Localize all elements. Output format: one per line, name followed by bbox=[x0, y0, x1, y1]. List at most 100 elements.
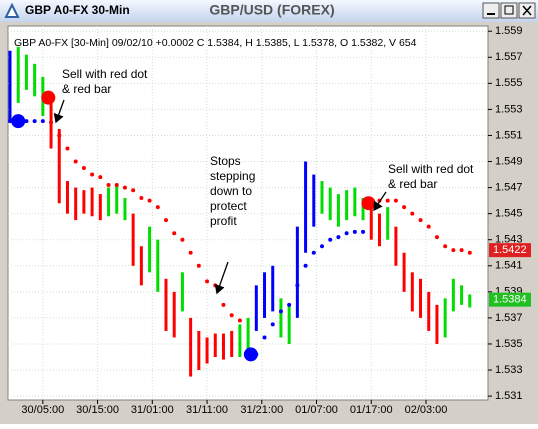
price-tag bbox=[489, 243, 531, 258]
y-tick-label: 1.533 bbox=[495, 364, 523, 376]
y-tick-label: 1.557 bbox=[495, 51, 523, 63]
stop-dot bbox=[122, 185, 127, 190]
stop-dot bbox=[147, 198, 152, 203]
annotation: Sell with red dot & red bar bbox=[53, 67, 148, 124]
window-title: GBP A0-FX 30-Min bbox=[25, 3, 130, 17]
annotation-arrow bbox=[373, 191, 387, 212]
stop-dot bbox=[443, 244, 448, 249]
stop-dot bbox=[393, 198, 398, 203]
stop-dot bbox=[262, 335, 267, 340]
signal-dot bbox=[41, 90, 56, 105]
annotation: Stops stepping down to protect profit bbox=[210, 154, 255, 295]
minimize-button[interactable] bbox=[482, 2, 500, 19]
stop-dot bbox=[426, 224, 431, 229]
maximize-icon bbox=[504, 5, 514, 15]
stop-dot bbox=[361, 229, 366, 234]
y-tick-label: 1.551 bbox=[495, 129, 523, 141]
stop-dot bbox=[352, 229, 357, 234]
stop-dot bbox=[114, 182, 119, 187]
signal-dot bbox=[243, 347, 258, 362]
annotation-text: Sell with red dot bbox=[388, 162, 474, 176]
stop-dot bbox=[65, 146, 70, 151]
y-tick-label: 1.547 bbox=[495, 181, 523, 193]
stop-dot bbox=[196, 263, 201, 268]
annotation-text: & red bar bbox=[62, 82, 111, 96]
stop-dot bbox=[172, 231, 177, 236]
stop-dot bbox=[131, 188, 136, 193]
y-tick-label: 1.543 bbox=[495, 234, 523, 246]
stop-dot bbox=[287, 302, 292, 307]
stop-dot bbox=[467, 250, 472, 255]
stop-dot bbox=[320, 244, 324, 249]
stop-dot bbox=[205, 279, 210, 284]
info-line: GBP A0-FX [30-Min] 09/02/10 +0.0002 C 1.… bbox=[14, 37, 417, 49]
stop-dot bbox=[188, 250, 193, 255]
stop-dot bbox=[385, 198, 390, 203]
stop-dot bbox=[270, 322, 275, 327]
title-bar bbox=[0, 0, 538, 22]
stop-dot bbox=[73, 159, 78, 164]
x-tick-label: 31/21:00 bbox=[240, 404, 283, 416]
stop-dot bbox=[32, 119, 37, 124]
signal-dot bbox=[361, 196, 376, 211]
stop-dot bbox=[57, 133, 62, 138]
stop-dot bbox=[164, 218, 168, 223]
price-tag-label: 1.5422 bbox=[493, 244, 527, 256]
stop-dot bbox=[336, 235, 341, 240]
y-tick-label: 1.545 bbox=[495, 208, 523, 220]
x-tick-label: 31/11:00 bbox=[186, 404, 228, 416]
app-icon bbox=[4, 2, 20, 18]
annotation-text: stepping bbox=[210, 169, 255, 183]
annotation-text: & red bar bbox=[388, 177, 437, 191]
x-tick-label: 02/03:00 bbox=[405, 404, 448, 416]
stop-dot bbox=[303, 263, 308, 268]
x-tick-label: 31/01:00 bbox=[131, 404, 174, 416]
x-tick-label: 01/17:00 bbox=[350, 404, 393, 416]
marks bbox=[8, 46, 472, 377]
signal-dot bbox=[11, 114, 26, 129]
annotation-text: Stops bbox=[210, 154, 241, 168]
y-tick-label: 1.537 bbox=[495, 312, 523, 324]
close-icon bbox=[522, 5, 532, 16]
stop-dot bbox=[8, 119, 12, 124]
window-buttons bbox=[482, 2, 536, 19]
price-tag bbox=[489, 292, 531, 307]
stop-dot bbox=[139, 196, 144, 201]
y-tick-label: 1.559 bbox=[495, 25, 523, 37]
stop-dot bbox=[81, 166, 86, 171]
annotation-arrow bbox=[214, 261, 229, 295]
x-tick-label: 01/07:00 bbox=[295, 404, 338, 416]
y-tick-label: 1.541 bbox=[495, 260, 523, 272]
y-tick-label: 1.531 bbox=[495, 390, 523, 402]
annotation-arrow bbox=[53, 99, 65, 124]
maximize-button[interactable] bbox=[500, 2, 518, 19]
stop-dot bbox=[213, 283, 218, 288]
y-tick-label: 1.549 bbox=[495, 155, 523, 167]
stop-dot bbox=[311, 250, 316, 255]
x-tick-label: 30/05:00 bbox=[21, 404, 64, 416]
stop-dot bbox=[459, 248, 464, 253]
annotation-text: Sell with red dot bbox=[62, 67, 148, 81]
stop-dot bbox=[24, 119, 29, 124]
stop-dot bbox=[295, 283, 300, 288]
stop-dot bbox=[410, 211, 415, 216]
price-tag-label: 1.5384 bbox=[493, 294, 527, 306]
stop-dot bbox=[49, 120, 54, 125]
stop-dot bbox=[344, 231, 349, 236]
stop-dot bbox=[106, 182, 111, 187]
stop-dot bbox=[180, 237, 185, 242]
annotation-text: protect bbox=[210, 199, 247, 213]
stop-dot bbox=[418, 218, 423, 223]
stop-dot bbox=[402, 205, 407, 210]
stop-dot bbox=[229, 313, 234, 318]
stop-dot bbox=[40, 119, 45, 124]
y-tick-label: 1.553 bbox=[495, 103, 523, 115]
stop-dot bbox=[90, 172, 95, 177]
stop-dot bbox=[328, 237, 333, 242]
annotation-text: profit bbox=[210, 214, 237, 228]
stop-dot bbox=[98, 175, 103, 180]
y-tick-label: 1.535 bbox=[495, 338, 523, 350]
stop-dot bbox=[237, 318, 242, 323]
annotation-text: down to bbox=[210, 184, 252, 198]
